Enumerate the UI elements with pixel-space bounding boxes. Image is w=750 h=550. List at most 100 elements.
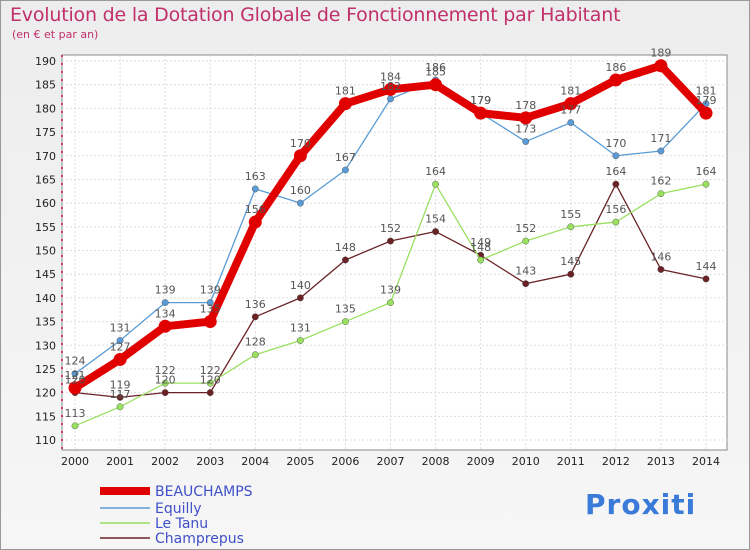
data-label: 171 <box>650 132 671 145</box>
x-tick-label: 2002 <box>151 455 179 468</box>
proxiti-logo: Proxiti <box>585 488 696 521</box>
y-tick-label: 170 <box>35 150 56 163</box>
data-label: 181 <box>696 85 717 98</box>
y-tick-label: 165 <box>35 173 56 186</box>
data-point <box>116 337 124 344</box>
data-point <box>296 337 304 344</box>
data-label: 145 <box>560 255 581 268</box>
data-point <box>702 275 710 283</box>
x-tick-label: 2005 <box>286 455 314 468</box>
data-point <box>609 73 623 87</box>
data-label: 124 <box>65 355 86 368</box>
data-label: 156 <box>605 203 626 216</box>
y-tick-label: 175 <box>35 126 56 139</box>
y-tick-label: 110 <box>35 434 56 447</box>
data-label: 117 <box>110 388 131 401</box>
data-point <box>203 315 217 329</box>
data-point <box>387 95 394 103</box>
data-point <box>71 370 79 378</box>
chart-subtitle: (en € et par an) <box>12 28 99 41</box>
data-point <box>206 379 214 387</box>
data-label: 164 <box>696 165 717 178</box>
data-point <box>657 266 665 273</box>
data-label: 181 <box>560 85 581 98</box>
data-label: 139 <box>380 284 401 297</box>
data-label: 170 <box>605 137 626 150</box>
data-point <box>522 237 530 245</box>
data-point <box>251 185 259 193</box>
data-label: 122 <box>155 364 176 377</box>
data-label: 119 <box>110 378 131 391</box>
data-point <box>477 256 485 264</box>
data-point <box>251 351 259 359</box>
x-tick-label: 2008 <box>422 455 450 468</box>
data-label: 160 <box>290 184 311 197</box>
data-label: 186 <box>605 61 626 74</box>
legend-label: Le Tanu <box>155 516 208 532</box>
y-tick-label: 190 <box>35 55 56 68</box>
data-point <box>519 111 533 125</box>
x-tick-label: 2009 <box>467 455 495 468</box>
data-label: 120 <box>65 374 86 387</box>
data-point <box>522 138 530 145</box>
data-label: 135 <box>335 303 356 316</box>
data-point <box>161 299 169 307</box>
data-label: 148 <box>470 241 491 254</box>
data-label: 152 <box>515 222 536 235</box>
data-point <box>432 180 439 188</box>
data-point <box>251 313 259 321</box>
data-label: 135 <box>200 303 221 316</box>
x-tick-label: 2010 <box>512 455 540 468</box>
data-label: 131 <box>290 322 311 335</box>
data-label: 136 <box>245 298 266 311</box>
data-point <box>702 180 710 188</box>
data-label: 140 <box>290 279 311 292</box>
data-label: 173 <box>515 123 536 136</box>
data-label: 128 <box>245 336 266 349</box>
data-label: 162 <box>650 175 671 188</box>
x-tick-label: 2006 <box>331 455 359 468</box>
data-label: 113 <box>65 407 86 420</box>
data-label: 143 <box>515 265 536 278</box>
data-label: 149 <box>470 236 491 249</box>
data-point <box>387 237 394 245</box>
data-label: 189 <box>650 47 671 60</box>
x-tick-label: 2013 <box>647 455 675 468</box>
x-tick-label: 2004 <box>241 455 269 468</box>
plot-area <box>61 54 728 451</box>
data-label: 139 <box>155 284 176 297</box>
data-point <box>612 218 620 226</box>
y-tick-label: 180 <box>35 102 56 115</box>
data-point <box>206 389 214 397</box>
data-point <box>567 223 575 231</box>
y-tick-label: 185 <box>35 79 56 92</box>
data-point <box>113 352 127 366</box>
data-point <box>564 97 578 111</box>
data-point <box>68 381 82 395</box>
y-tick-label: 125 <box>35 363 56 376</box>
data-label: 139 <box>200 284 221 297</box>
data-point <box>293 149 307 163</box>
x-tick-label: 2000 <box>61 455 89 468</box>
data-label: 179 <box>470 94 491 107</box>
x-tick-label: 2011 <box>557 455 585 468</box>
data-point <box>567 270 575 278</box>
data-point <box>474 106 488 120</box>
y-tick-label: 150 <box>35 245 56 258</box>
legend-label: BEAUCHAMPS <box>155 484 253 500</box>
data-point <box>116 403 124 411</box>
data-point <box>338 97 352 111</box>
y-tick-label: 120 <box>35 387 56 400</box>
data-label: 177 <box>560 104 581 117</box>
y-tick-label: 140 <box>35 292 56 305</box>
data-label: 182 <box>380 80 401 93</box>
data-point <box>432 228 439 235</box>
data-point <box>342 256 349 264</box>
data-label: 154 <box>425 213 446 226</box>
data-label: 146 <box>650 250 671 263</box>
data-label: 134 <box>155 307 176 320</box>
data-label: 185 <box>425 66 446 79</box>
data-label: 156 <box>245 203 266 216</box>
data-label: 120 <box>155 374 176 387</box>
data-point <box>699 106 713 120</box>
